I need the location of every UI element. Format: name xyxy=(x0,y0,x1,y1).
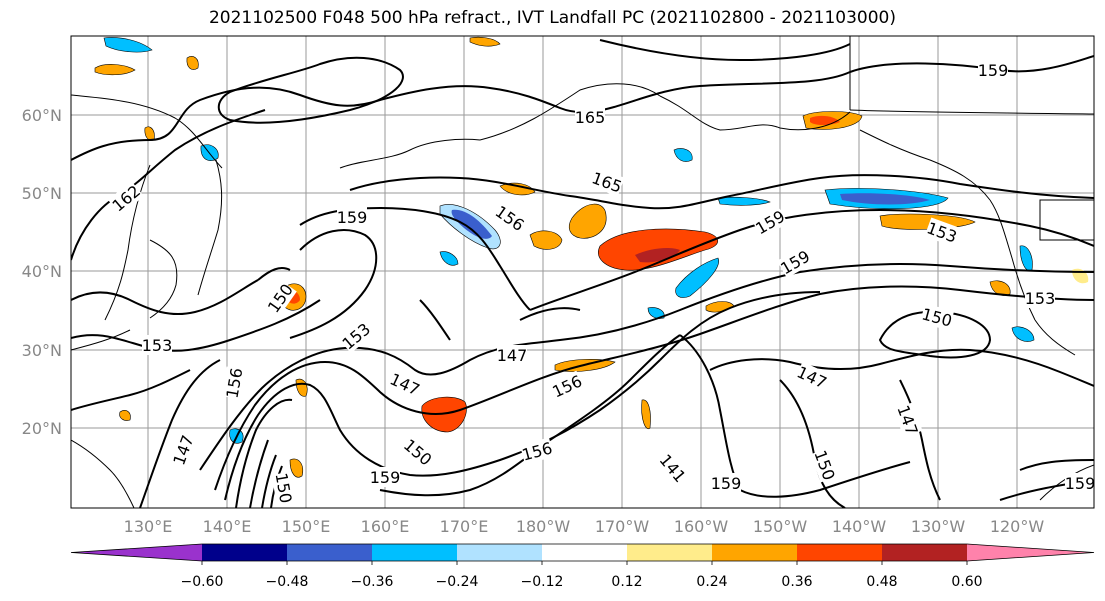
latitude-labels: 60°N 50°N 40°N 30°N 20°N xyxy=(22,106,62,438)
patch-skyblue xyxy=(673,148,693,162)
colorbar-segment xyxy=(627,544,712,561)
lon-label: 140°E xyxy=(203,517,252,536)
patch-orange xyxy=(641,399,651,430)
contour-label: 165 xyxy=(575,107,606,127)
lon-label: 150°W xyxy=(753,517,808,536)
patch-blue xyxy=(840,193,930,205)
svg-text:153: 153 xyxy=(142,336,173,355)
lon-label: 140°W xyxy=(832,517,887,536)
colorbar-segment xyxy=(712,544,797,561)
contour-label: 159 xyxy=(1065,473,1096,493)
contour-label: 153 xyxy=(1025,288,1056,308)
contour-label: 159 xyxy=(337,207,368,227)
refractivity-negative-patches xyxy=(103,37,1035,444)
colorbar-segment xyxy=(287,544,372,561)
svg-text:165: 165 xyxy=(575,108,606,127)
colorbar-label: −0.24 xyxy=(436,574,479,590)
lon-label: 130°W xyxy=(911,517,966,536)
colorbar-extend-low xyxy=(71,544,202,561)
svg-text:159: 159 xyxy=(1065,474,1096,493)
svg-text:147: 147 xyxy=(497,346,528,365)
map-title: 2021102500 F048 500 hPa refract., IVT La… xyxy=(208,8,896,28)
lon-label: 170°W xyxy=(595,517,650,536)
colorbar-label: −0.60 xyxy=(181,574,224,590)
patch-orange xyxy=(289,458,303,478)
lon-label: 130°E xyxy=(124,517,173,536)
lon-label: 180°W xyxy=(516,517,571,536)
svg-text:159: 159 xyxy=(370,468,401,487)
map-area xyxy=(71,36,1094,508)
svg-text:159: 159 xyxy=(337,208,368,227)
colorbar-segment xyxy=(797,544,882,561)
patch-skyblue xyxy=(103,37,153,53)
contour-label: 159 xyxy=(711,473,742,493)
colorbar-label: 0.48 xyxy=(866,574,897,590)
patch-orange xyxy=(119,410,131,421)
svg-text:159: 159 xyxy=(978,61,1009,80)
contour-label: 153 xyxy=(142,335,173,355)
lat-label: 20°N xyxy=(22,419,62,438)
colorbar-label: 0.36 xyxy=(781,574,812,590)
patch-darkred xyxy=(635,247,680,263)
lon-label: 120°W xyxy=(990,517,1045,536)
svg-text:159: 159 xyxy=(711,474,742,493)
contour-label: 147 xyxy=(168,432,198,468)
refractivity-positive-patches xyxy=(94,36,1089,478)
colorbar-label: 0.24 xyxy=(696,574,727,590)
patch-orange xyxy=(529,230,563,250)
patch-orange xyxy=(568,203,607,239)
lat-label: 30°N xyxy=(22,341,62,360)
patch-orange xyxy=(499,182,536,196)
patch-blue xyxy=(451,209,492,239)
colorbar-label: −0.36 xyxy=(351,574,394,590)
lon-label: 160°E xyxy=(361,517,410,536)
refractivity-contours xyxy=(71,39,1094,508)
contour-label: 147 xyxy=(497,345,528,365)
colorbar-label: 0.60 xyxy=(951,574,982,590)
colorbar-segment xyxy=(457,544,542,561)
lon-label: 170°E xyxy=(440,517,489,536)
lon-label: 150°E xyxy=(282,517,331,536)
colorbar-label: 0.12 xyxy=(611,574,642,590)
map-frame xyxy=(70,35,1095,509)
colorbar-segment xyxy=(882,544,967,561)
lon-label: 160°W xyxy=(674,517,729,536)
colorbar-segment xyxy=(202,544,287,561)
patch-skyblue xyxy=(439,251,459,266)
svg-text:153: 153 xyxy=(1025,289,1056,308)
longitude-labels: 130°E 140°E 150°E 160°E 170°E 180°W 170°W 160°W… xyxy=(124,517,1045,536)
patch-orange xyxy=(186,56,199,70)
contour-label: 159 xyxy=(978,60,1009,80)
colorbar-segment xyxy=(372,544,457,561)
colorbar-label: −0.12 xyxy=(521,574,564,590)
patch-skyblue xyxy=(675,257,719,298)
patch-skyblue xyxy=(717,196,771,206)
patch-skyblue xyxy=(1011,326,1035,342)
patch-red xyxy=(421,396,467,433)
lat-label: 60°N xyxy=(22,106,62,125)
colorbar-segment xyxy=(542,544,627,561)
lat-label: 50°N xyxy=(22,184,62,203)
colorbar xyxy=(70,543,1095,562)
patch-orange xyxy=(94,64,136,76)
contour-label: 159 xyxy=(370,467,401,487)
patch-skyblue xyxy=(647,307,665,319)
patch-orange xyxy=(989,280,1011,296)
lat-label: 40°N xyxy=(22,262,62,281)
patch-orange xyxy=(469,36,501,47)
colorbar-labels: −0.60 −0.48 −0.36 −0.24 −0.12 0.12 0.24 0.36 0.4… xyxy=(181,561,983,590)
colorbar-extend-high xyxy=(967,544,1094,561)
colorbar-label: −0.48 xyxy=(266,574,309,590)
